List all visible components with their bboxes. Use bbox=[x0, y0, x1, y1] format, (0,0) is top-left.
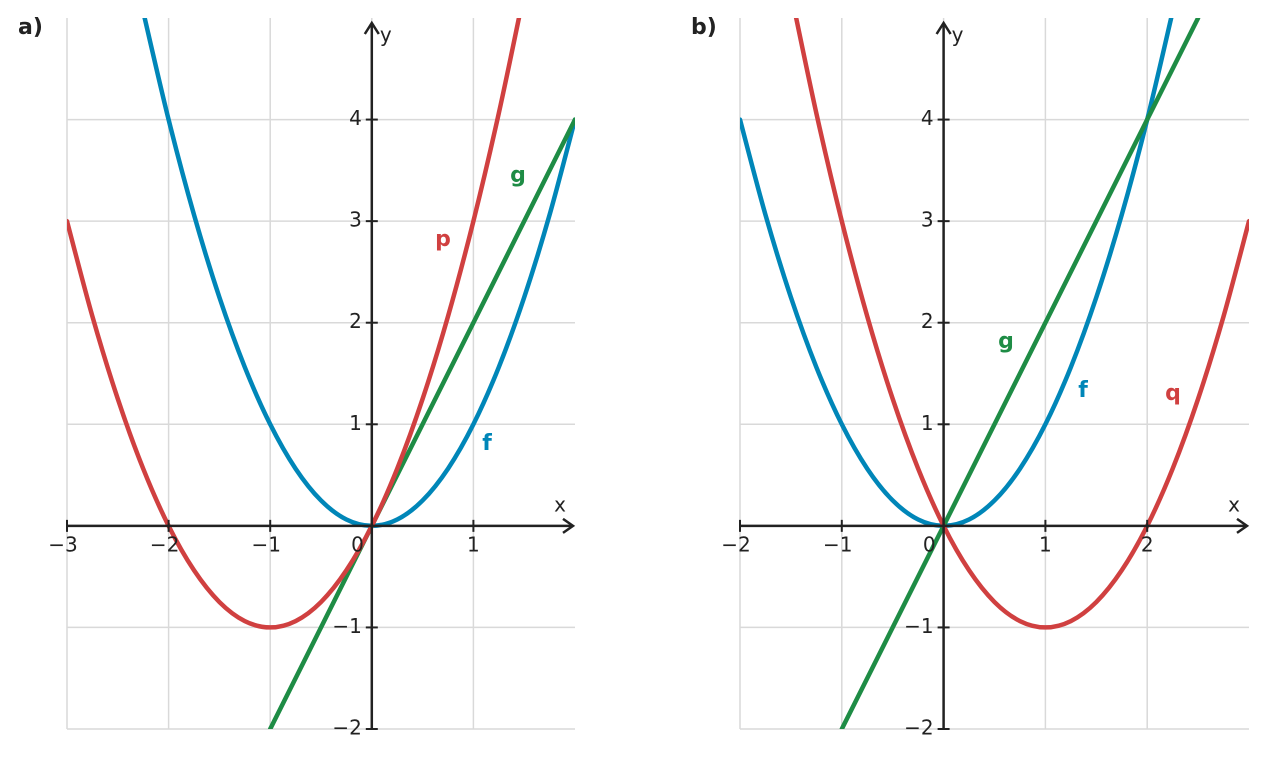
x-axis-arrow bbox=[562, 517, 576, 534]
x-tick-label: 1 bbox=[467, 532, 480, 556]
x-tick-label: −1 bbox=[823, 532, 852, 556]
y-tick-label: 4 bbox=[921, 106, 934, 130]
plot-area bbox=[740, 18, 1249, 729]
y-axis-label: y bbox=[380, 23, 392, 47]
curve bbox=[740, 18, 1174, 529]
y-tick-label: −1 bbox=[332, 614, 361, 638]
y-axis-arrow bbox=[363, 20, 380, 35]
curve bbox=[142, 18, 575, 529]
y-tick-label: 2 bbox=[349, 309, 362, 333]
y-axis-arrow bbox=[935, 20, 952, 35]
x-axis-label: x bbox=[1228, 492, 1240, 516]
x-tick-label: 0 bbox=[351, 532, 364, 556]
y-tick-label: 3 bbox=[921, 208, 934, 232]
x-axis-arrow bbox=[1236, 517, 1250, 534]
panel-label: a) bbox=[18, 15, 43, 40]
x-tick-label: −2 bbox=[721, 532, 750, 556]
x-tick-label: −1 bbox=[251, 532, 280, 556]
curve-label: p bbox=[435, 227, 451, 252]
x-tick-label: 0 bbox=[923, 532, 936, 556]
y-tick-label: 1 bbox=[349, 411, 362, 435]
curve-label: q bbox=[1165, 381, 1181, 406]
panel-label: b) bbox=[691, 15, 717, 40]
x-tick-label: −2 bbox=[150, 532, 179, 556]
y-tick-label: −2 bbox=[904, 716, 933, 740]
x-axis-label: x bbox=[554, 492, 566, 516]
x-tick-label: 2 bbox=[1141, 532, 1154, 556]
y-tick-label: 1 bbox=[921, 411, 934, 435]
curve-label: g bbox=[998, 329, 1014, 354]
y-tick-label: 4 bbox=[349, 106, 362, 130]
curve-label: f bbox=[1078, 378, 1088, 403]
curve bbox=[67, 18, 522, 630]
y-tick-label: 3 bbox=[349, 208, 362, 232]
plot-area bbox=[67, 18, 575, 729]
curve bbox=[267, 117, 575, 729]
y-tick-label: −2 bbox=[332, 716, 361, 740]
curve-label: g bbox=[510, 163, 526, 188]
x-tick-label: −3 bbox=[48, 532, 77, 556]
y-axis-label: y bbox=[952, 23, 964, 47]
curve bbox=[793, 18, 1249, 630]
y-tick-label: −1 bbox=[904, 614, 933, 638]
curve bbox=[839, 18, 1201, 729]
x-tick-label: 1 bbox=[1039, 532, 1052, 556]
y-tick-label: 2 bbox=[921, 309, 934, 333]
curve-label: f bbox=[482, 431, 492, 456]
